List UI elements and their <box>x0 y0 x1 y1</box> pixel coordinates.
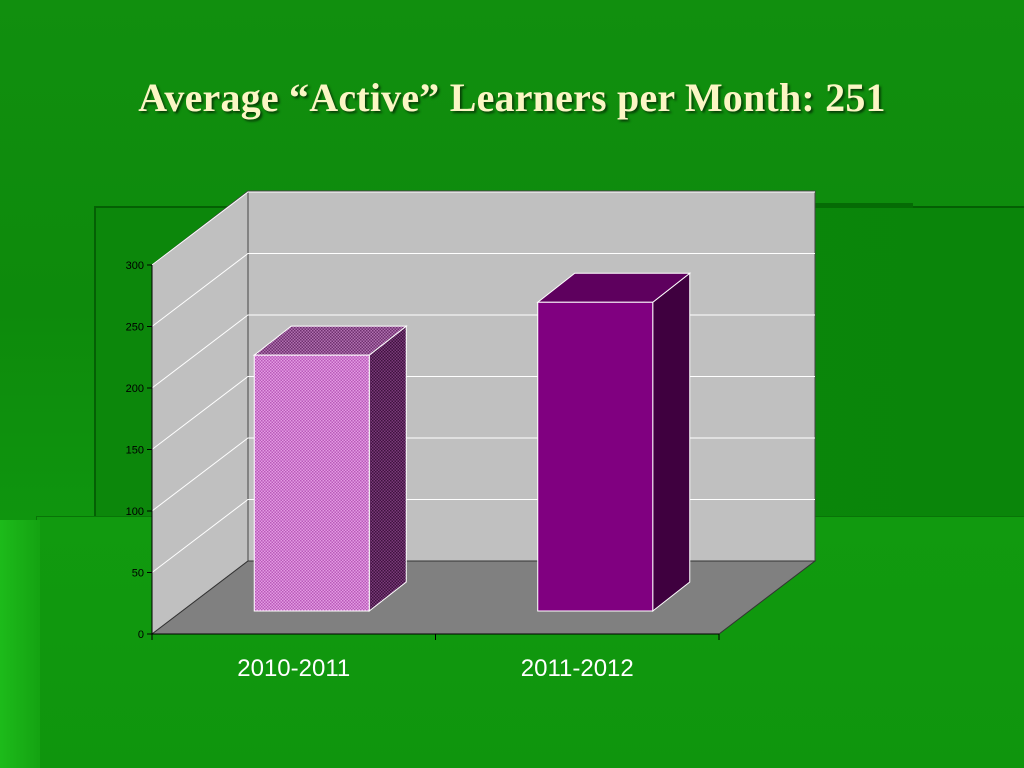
y-axis-ticks: 0 50 100 150 200 250 300 <box>126 260 152 641</box>
gridline <box>151 191 815 266</box>
y-tick-label: 300 <box>126 260 144 272</box>
bar-front-face <box>253 354 370 612</box>
gridline <box>151 253 815 327</box>
x-category-label: 2011-2012 <box>521 655 634 682</box>
y-tick-label: 200 <box>126 383 144 395</box>
chart-floor <box>150 560 817 635</box>
background-band <box>810 203 913 208</box>
y-tick-label: 100 <box>126 506 144 518</box>
slide-title: Average “Active” Learners per Month: 251 <box>138 75 886 120</box>
y-tick-label: 250 <box>126 322 144 334</box>
y-tick-label: 50 <box>132 568 144 580</box>
y-tick-label: 0 <box>138 629 144 641</box>
bar <box>536 272 692 613</box>
y-tick-label: 150 <box>126 445 144 457</box>
bar-front-face <box>537 301 654 612</box>
background-strip-left <box>0 520 40 768</box>
bar-side-face <box>652 272 691 613</box>
x-category-label: 2010-2011 <box>237 655 350 682</box>
bars <box>252 272 692 613</box>
x-axis-labels: 2010-2011 2011-2012 <box>237 655 634 682</box>
x-axis-ticks <box>151 634 720 640</box>
bar-side-face <box>368 325 407 613</box>
bar <box>252 325 408 613</box>
